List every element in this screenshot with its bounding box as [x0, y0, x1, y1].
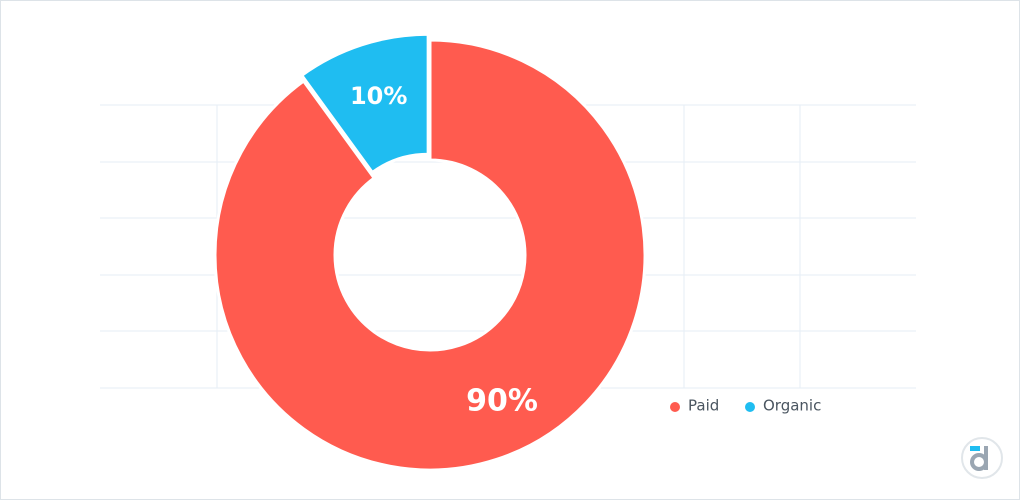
donut: 90% 10%	[213, 32, 647, 472]
legend-marker	[670, 402, 680, 412]
slice	[299, 32, 430, 175]
slice	[213, 38, 647, 472]
logo	[961, 437, 1003, 479]
legend-label: Paid	[688, 397, 719, 415]
legend: Paid Organic	[670, 397, 821, 415]
value-label: 10%	[350, 82, 407, 110]
legend-label: Organic	[763, 397, 821, 415]
legend-marker	[745, 402, 755, 412]
value-label: 90%	[466, 384, 538, 419]
